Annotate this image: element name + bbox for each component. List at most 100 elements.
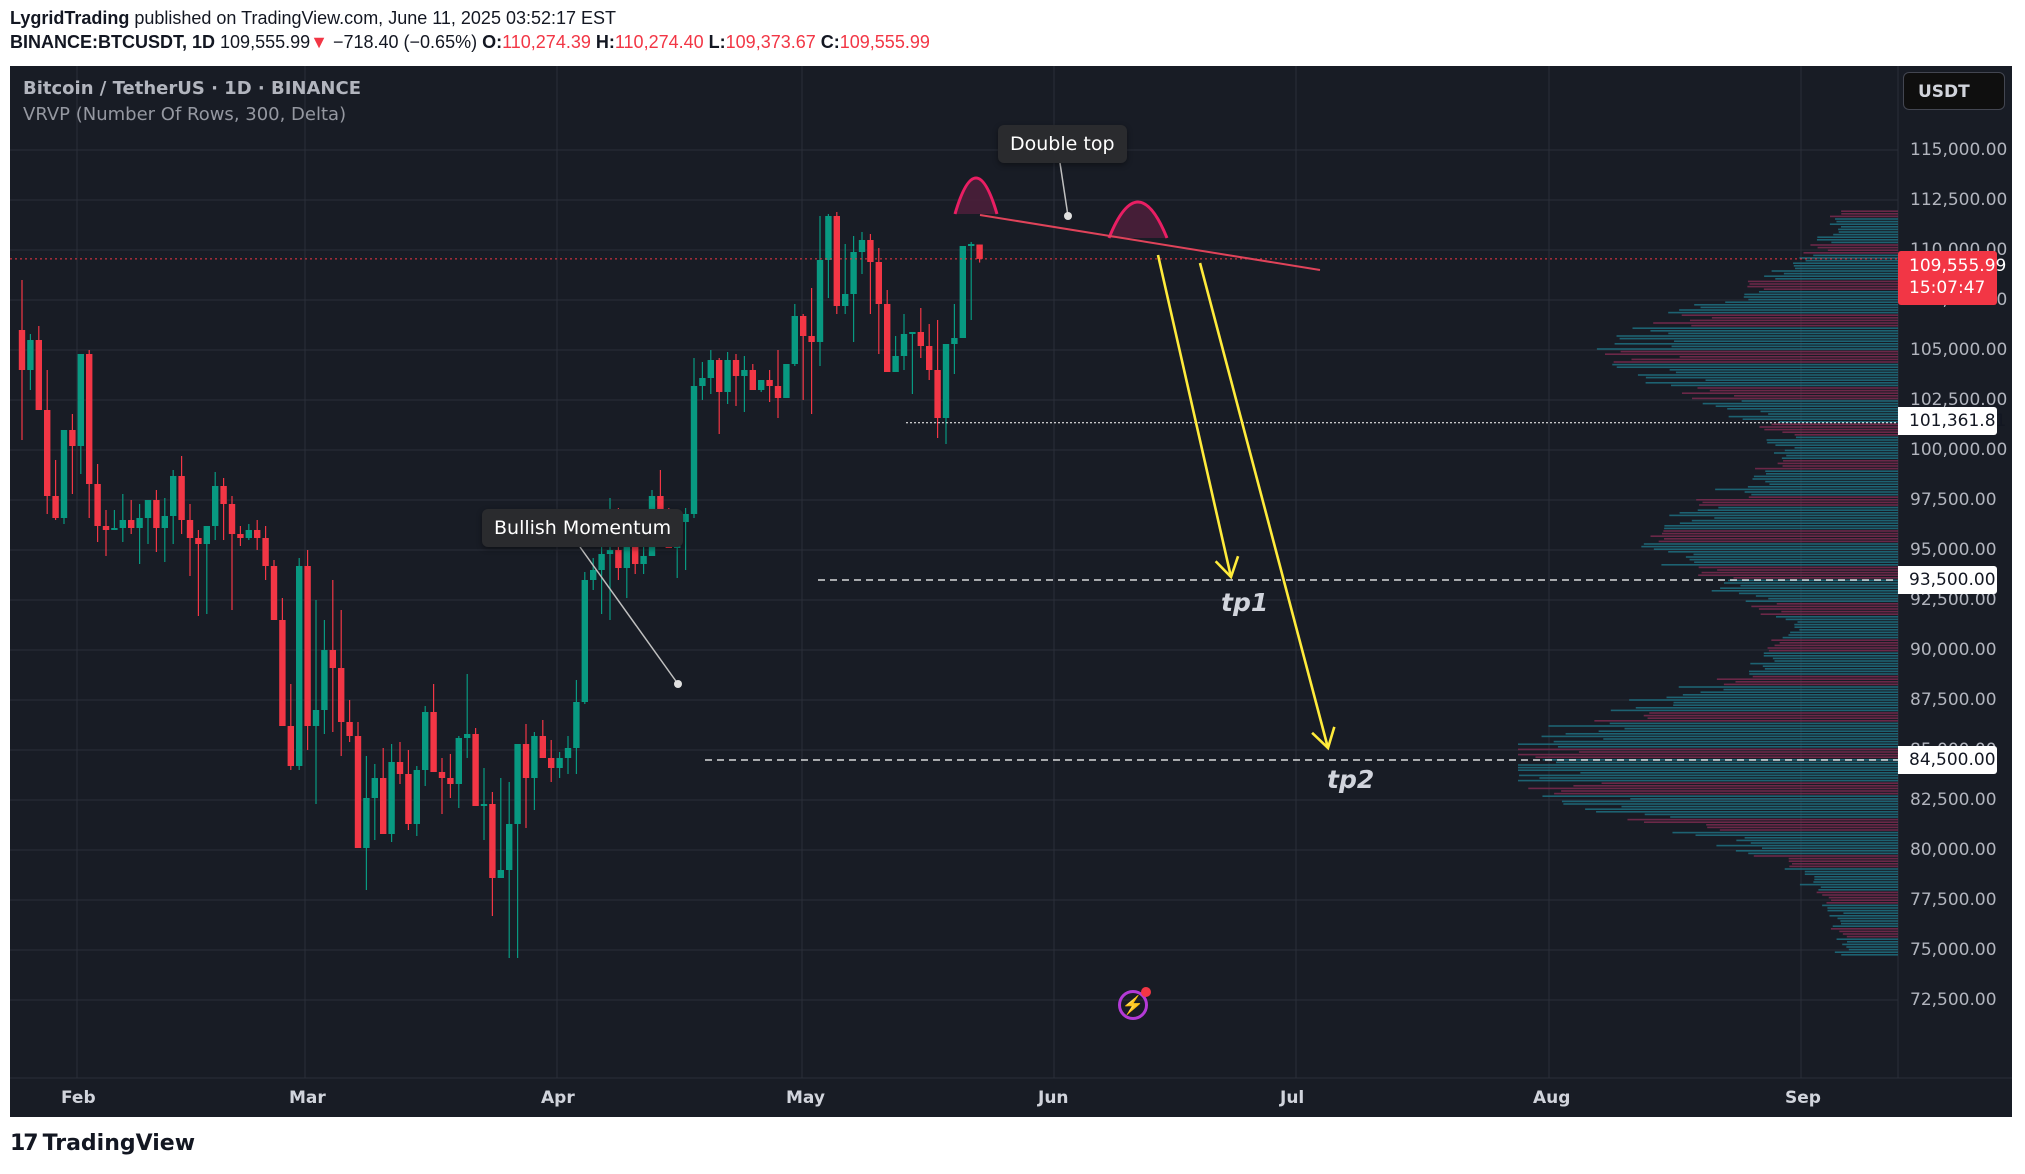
volume-profile-bar: [1724, 684, 1898, 686]
volume-profile-bar: [1518, 767, 1898, 769]
low-value: 109,373.67: [726, 32, 816, 52]
volume-profile-bar: [1775, 645, 1898, 647]
candle-body: [136, 518, 142, 528]
tp1-label[interactable]: tp1: [1221, 588, 1268, 617]
candle-body: [573, 702, 579, 748]
bullish-momentum-callout[interactable]: Bullish Momentum: [482, 509, 683, 547]
volume-profile-bar: [1712, 317, 1898, 319]
volume-profile-bar: [1724, 582, 1898, 584]
candle-body: [960, 246, 966, 338]
volume-profile-bar: [1720, 829, 1898, 831]
volume-profile-bar: [1829, 897, 1898, 899]
volume-profile-bar: [1793, 262, 1898, 264]
candle-body: [489, 804, 495, 878]
volume-profile-bar: [1748, 486, 1898, 488]
volume-profile-bar: [1786, 455, 1898, 457]
volume-profile-bar: [1749, 673, 1898, 675]
candle-body: [69, 430, 75, 446]
notification-dot: [1141, 987, 1151, 997]
tradingview-logo[interactable]: 17 TradingView: [10, 1131, 195, 1156]
volume-profile-bar: [1799, 629, 1898, 631]
volume-profile-bar: [1769, 650, 1898, 652]
candle-body: [943, 344, 949, 418]
candle-body: [506, 824, 512, 870]
volume-profile-bar: [1761, 613, 1898, 615]
tradingview-wordmark: TradingView: [43, 1131, 195, 1156]
candle-body: [380, 778, 386, 834]
volume-profile-bar: [1789, 860, 1898, 862]
volume-profile-bar: [1843, 912, 1898, 914]
volume-profile-bar: [1749, 283, 1898, 285]
volume-profile-bar: [1829, 915, 1898, 917]
candle-body: [682, 514, 688, 522]
open-value: 110,274.39: [502, 32, 591, 52]
candle-body: [187, 520, 193, 538]
volume-profile-bar: [1518, 749, 1898, 751]
volume-profile-bar: [1680, 522, 1898, 524]
volume-profile-bar: [1667, 697, 1898, 699]
volume-profile-bar: [1664, 528, 1898, 530]
price-axis-label: 90,000.00: [1910, 640, 1997, 660]
volume-profile-bar: [1743, 418, 1898, 420]
volume-profile-bar: [1756, 595, 1898, 597]
double-top-callout[interactable]: Double top: [998, 125, 1127, 163]
volume-profile-bar: [1805, 873, 1898, 875]
price-axis-label: 87,500.00: [1910, 690, 1997, 710]
candle-body: [128, 520, 134, 528]
volume-profile-bar: [1663, 530, 1898, 532]
volume-profile-bar: [1846, 946, 1898, 948]
symbol-legend[interactable]: Bitcoin / TetherUS · 1D · BINANCE: [23, 78, 361, 99]
volume-profile-bar: [1831, 899, 1898, 901]
volume-profile-bar: [1765, 668, 1898, 670]
volume-profile-bar: [1838, 229, 1898, 231]
volume-profile-bar: [1725, 301, 1898, 303]
volume-profile-bar: [1699, 504, 1898, 506]
volume-profile-bar: [1780, 642, 1898, 644]
volume-profile-bar: [1679, 309, 1898, 311]
volume-profile-bar: [1596, 811, 1898, 813]
volume-profile-bar: [1694, 554, 1898, 556]
indicator-legend[interactable]: VRVP (Number Of Rows, 300, Delta): [23, 104, 346, 125]
candle-body: [691, 386, 697, 514]
currency-button[interactable]: USDT: [1903, 72, 2005, 110]
volume-profile-bar: [1821, 886, 1898, 888]
candle-body: [288, 726, 294, 766]
volume-profile-bar: [1748, 853, 1898, 855]
low-level-tag: 101,361.81: [1898, 407, 1997, 435]
candle-body: [733, 360, 739, 376]
volume-profile-bar: [1777, 603, 1898, 605]
volume-profile-bar: [1750, 663, 1898, 665]
volume-profile-bar: [1562, 801, 1898, 803]
author-name[interactable]: LygridTrading: [10, 8, 129, 28]
volume-profile-bar: [1841, 213, 1898, 215]
lightning-icon[interactable]: ⚡: [1118, 990, 1148, 1020]
candle-body: [36, 340, 42, 410]
tp2-label[interactable]: tp2: [1327, 765, 1374, 794]
volume-profile-bar: [1847, 941, 1898, 943]
volume-profile-bar: [1701, 307, 1898, 309]
volume-profile-bar: [1710, 390, 1898, 392]
volume-profile-bar: [1649, 712, 1898, 714]
candle-body: [405, 774, 411, 824]
volume-profile-bar: [1620, 338, 1898, 340]
candle-body: [229, 504, 235, 534]
volume-profile-bar: [1768, 647, 1898, 649]
callout-anchor: [674, 680, 682, 688]
time-axis-label: Jul: [1280, 1088, 1304, 1108]
volume-profile-bar: [1554, 793, 1898, 795]
callout-connector: [1060, 163, 1068, 216]
volume-profile-bar: [1646, 377, 1898, 379]
volume-profile-bar: [1629, 699, 1898, 701]
chart-canvas[interactable]: [10, 66, 2012, 1117]
candle-body: [859, 240, 865, 252]
volume-profile-bar: [1788, 634, 1898, 636]
volume-profile-bar: [1602, 782, 1898, 784]
candle-body: [304, 566, 310, 726]
volume-profile-bar: [1706, 379, 1898, 381]
volume-profile-bar: [1796, 437, 1898, 439]
volume-profile-bar: [1697, 387, 1898, 389]
volume-profile-bar: [1794, 624, 1898, 626]
candle-body: [523, 744, 529, 778]
price-axis-label: 95,000.00: [1910, 540, 1997, 560]
price-axis-label: 100,000.00: [1910, 440, 2007, 460]
